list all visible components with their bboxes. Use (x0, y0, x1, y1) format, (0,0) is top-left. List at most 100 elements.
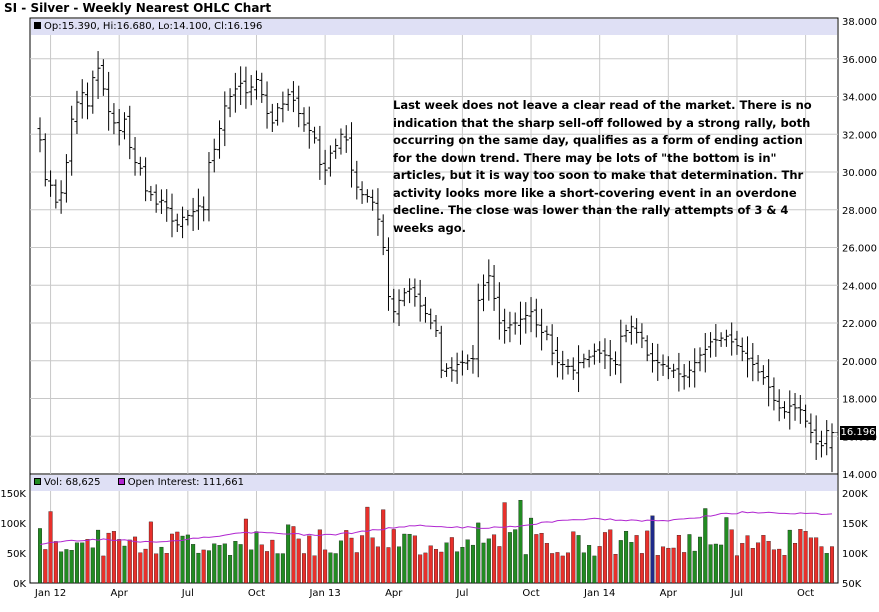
volume-bar (766, 541, 771, 584)
volume-legend-label: Vol: 68,625 (44, 477, 101, 488)
volume-bar (317, 529, 322, 584)
volume-bar (80, 542, 85, 584)
open-interest-tick-label: 150K (842, 519, 868, 530)
volume-bar (354, 552, 359, 584)
volume-bar (666, 547, 671, 584)
volume-bar (307, 535, 312, 584)
volume-bar (481, 542, 486, 584)
volume-bar (455, 551, 460, 584)
volume-bar (613, 553, 618, 584)
volume-bar (787, 529, 792, 584)
volume-bar (734, 555, 739, 584)
volume-bar (74, 542, 79, 584)
volume-bar (365, 506, 370, 584)
volume-bar (470, 544, 475, 584)
volume-tick-label: 50K (7, 549, 27, 560)
volume-bar (407, 533, 412, 584)
volume-bar (243, 518, 248, 584)
volume-bar (576, 535, 581, 584)
volume-bar (69, 550, 74, 584)
volume-bar (233, 541, 238, 584)
volume-bar (581, 552, 586, 584)
ohlc-legend: Op:15.390, Hi:16.680, Lo:14.100, Cl:16.1… (34, 21, 262, 32)
open-interest-tick-label: 100K (842, 549, 868, 560)
volume-bar (338, 540, 343, 584)
volume-bar (518, 499, 523, 584)
volume-bar (513, 529, 518, 584)
volume-bar (560, 555, 565, 584)
volume-bar (270, 539, 275, 584)
volume-bar (676, 535, 681, 584)
volume-bar (555, 552, 560, 584)
volume-bar (170, 533, 174, 584)
volume-bar (191, 544, 196, 584)
time-tick-label: Apr (660, 588, 678, 599)
volume-bar (143, 548, 148, 584)
ohlc-legend-swatch (34, 22, 41, 29)
volume-bar (650, 515, 655, 584)
volume-bar (639, 553, 644, 584)
volume-bar (624, 530, 629, 584)
volume-bar (397, 546, 402, 584)
volume-bar (238, 544, 243, 584)
volume-bar (655, 555, 660, 584)
chart-annotation: Last week does not leave a clear read of… (393, 98, 812, 235)
volume-bar (154, 553, 159, 584)
volume-bar (381, 509, 386, 584)
volume-bar (729, 529, 734, 584)
volume-bar (85, 539, 90, 584)
volume-bar (222, 543, 227, 584)
volume-bar (645, 530, 650, 584)
volume-bar (830, 546, 834, 584)
price-tick-label: 20.000 (842, 357, 877, 368)
volume-bar (96, 529, 101, 584)
time-tick-label: Jan 13 (308, 588, 340, 599)
volume-bar (323, 549, 328, 584)
volume-bar (724, 517, 729, 584)
price-tick-label: 26.000 (842, 244, 877, 255)
volume-bar (312, 555, 317, 584)
volume-bar (175, 531, 180, 584)
price-tick-label: 28.000 (842, 206, 877, 217)
volume-bar (756, 542, 761, 584)
volume-bar (740, 543, 745, 584)
chart-title: SI - Silver - Weekly Nearest OHLC Chart (4, 1, 272, 15)
volume-bar (682, 552, 687, 584)
open-interest-legend-swatch (117, 478, 125, 485)
volume-bar (523, 554, 528, 584)
volume-bar (180, 535, 185, 584)
volume-bar (90, 547, 95, 584)
volume-bar (249, 549, 254, 584)
open-interest-line (39, 511, 833, 545)
time-tick-label: Oct (248, 588, 265, 599)
volume-bar (634, 535, 639, 584)
price-tick-label: 38.000 (842, 17, 877, 28)
volume-header-band (31, 475, 837, 491)
volume-bar (265, 551, 270, 584)
volume-bar (159, 546, 164, 584)
volume-bar (148, 521, 153, 584)
volume-bar (534, 534, 539, 584)
price-tick-label: 32.000 (842, 130, 877, 141)
volume-bar (486, 538, 491, 584)
volume-bar (286, 524, 291, 584)
last-price-badge: 16.196 (840, 426, 876, 440)
volume-bar (444, 542, 449, 584)
volume-bar (571, 531, 576, 584)
volume-bar (127, 539, 132, 584)
volume-bars (38, 499, 834, 584)
volume-bar (608, 529, 613, 584)
volume-bar (814, 537, 819, 584)
volume-legend: Vol: 68,625 Open Interest: 111,661 (34, 477, 258, 488)
volume-bar (597, 546, 602, 584)
price-tick-label: 34.000 (842, 93, 877, 104)
volume-bar (719, 544, 724, 584)
volume-bar (117, 539, 122, 584)
volume-tick-label: 0K (13, 579, 26, 590)
open-interest-legend-label: Open Interest: 111,661 (127, 477, 245, 488)
volume-bar (43, 549, 48, 584)
volume-bar (228, 555, 233, 584)
volume-bar (777, 548, 782, 584)
volume-bar (296, 538, 301, 584)
volume-bar (428, 545, 433, 584)
